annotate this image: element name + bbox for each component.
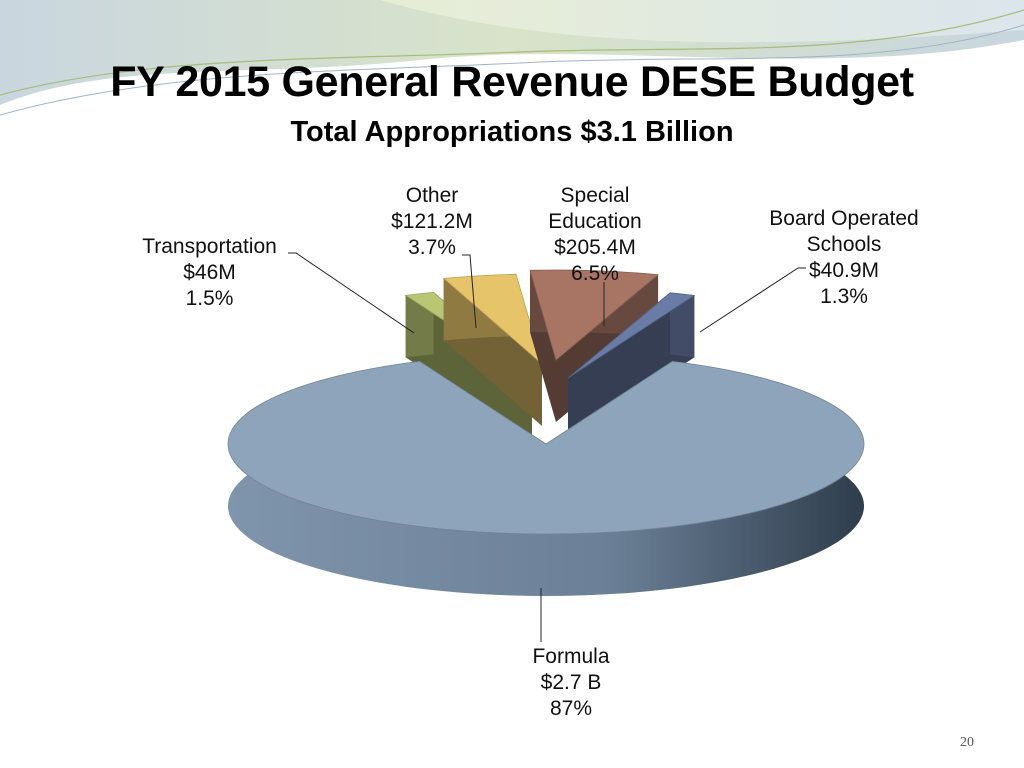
label-board-line1: Board Operated [769,207,919,230]
label-transportation-amount: $46M [183,261,236,284]
label-special-line2: Education [548,210,642,233]
slice-label-board-operated-schools: Board Operated Schools $40.9M 1.3% [754,206,934,310]
header-swoosh-decoration [0,0,1024,116]
label-other-percent: 3.7% [408,236,456,259]
page-number: 20 [960,735,974,750]
label-transportation-percent: 1.5% [185,287,234,310]
label-board-percent: 1.3% [820,285,868,308]
pie-slice-other [442,273,543,426]
pie-slice-formula [227,360,865,597]
slice-wall [568,295,695,440]
slice-label-transportation: Transportation $46M 1.5% [132,234,287,312]
label-formula-name: Formula [532,645,610,668]
label-other-name: Other [405,184,459,207]
slide-subtitle: Total Appropriations $3.1 Billion [290,116,734,148]
slice-top [227,360,865,535]
slide-title: FY 2015 General Revenue DESE Budget [110,58,914,106]
slice-top [567,292,696,379]
slice-top [442,273,543,366]
label-special-percent: 6.5% [571,262,619,285]
leader-board-operated-schools [699,267,806,333]
pie-slice-board-operated-schools [567,292,696,440]
label-board-line2: Schools [806,233,882,256]
leader-transportation [288,252,415,334]
leader-other [462,254,477,329]
label-special-amount: $205.4M [554,236,636,259]
label-transportation-name: Transportation [142,235,277,258]
label-formula-amount: $2.7 B [540,671,602,694]
label-special-line1: Special [560,184,630,207]
label-other-amount: $121.2M [391,210,473,233]
slice-label-special-education: Special Education $205.4M 6.5% [530,183,660,287]
slice-label-other: Other $121.2M 3.7% [372,183,492,261]
slice-side [670,292,695,358]
label-formula-percent: 87% [549,697,593,720]
slice-label-formula: Formula $2.7 B 87% [511,644,631,722]
slice-top [529,269,660,361]
label-board-amount: $40.9M [808,259,880,282]
